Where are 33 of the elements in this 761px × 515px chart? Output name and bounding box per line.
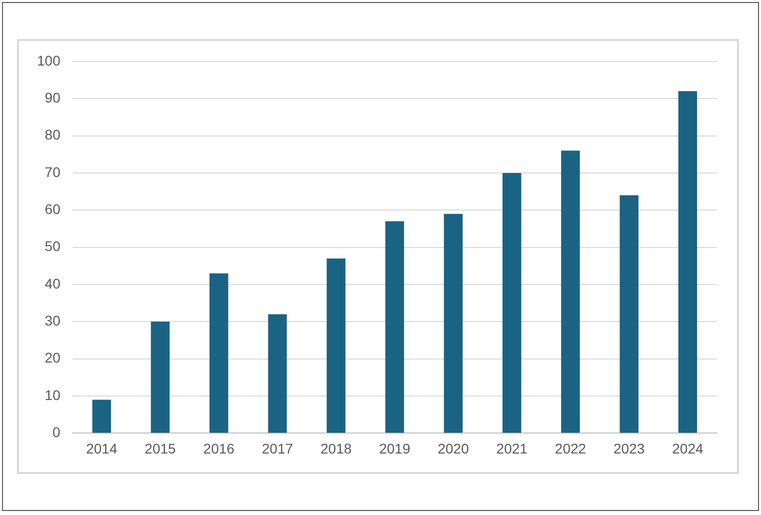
bar [150,322,170,433]
bar [385,221,404,433]
x-tick-label: 2019 [379,440,410,456]
x-tick-label: 2016 [203,440,235,456]
bar [268,314,287,433]
bar [620,195,638,433]
bar [326,258,346,433]
y-tick-label: 0 [52,424,61,440]
bar [502,172,522,433]
y-tick-label: 70 [44,164,61,180]
y-tick-label: 100 [37,52,61,68]
y-tick-label: 60 [44,200,61,217]
y-tick-label: 40 [44,275,61,292]
x-tick-label: 2023 [614,440,645,456]
bar [209,273,228,433]
x-tick-label: 2021 [496,440,528,456]
y-tick-label: 80 [44,126,61,143]
x-tick-label: 2014 [86,440,118,456]
x-tick-label: 2018 [320,440,352,456]
x-tick-label: 2022 [554,440,586,456]
y-tick-label: 20 [44,350,61,366]
x-tick-label: 2015 [144,440,176,456]
y-tick-label: 50 [44,238,61,254]
bar [92,400,112,433]
bar [678,91,698,433]
bar [561,150,580,433]
y-tick-label: 30 [44,312,61,329]
x-tick-label: 2017 [262,440,294,456]
x-tick-label: 2020 [438,440,470,456]
bar [444,214,463,433]
x-tick-label: 2024 [672,440,704,456]
y-tick-label: 10 [44,386,61,403]
y-tick-label: 90 [44,89,61,106]
